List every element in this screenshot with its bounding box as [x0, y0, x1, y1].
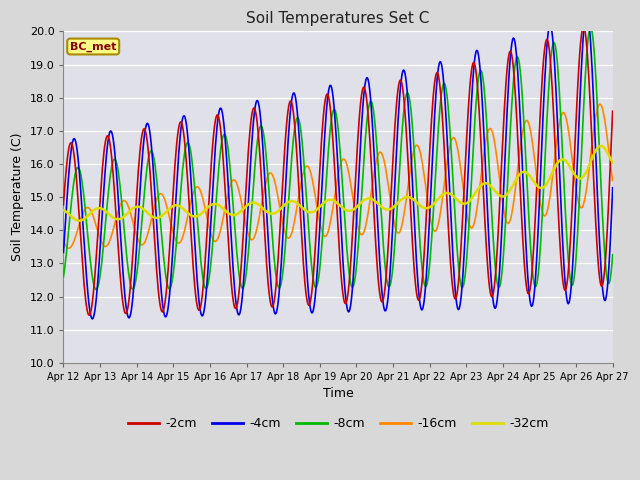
Line: -2cm: -2cm	[63, 27, 612, 315]
-2cm	[609, 108, 616, 114]
-16cm	[212, 239, 220, 244]
-8cm	[406, 96, 413, 101]
X-axis label: Time: Time	[323, 387, 353, 400]
-32cm	[76, 218, 83, 224]
-16cm	[406, 173, 413, 179]
-2cm	[70, 147, 77, 153]
-32cm	[212, 201, 220, 207]
-32cm	[406, 194, 413, 200]
-32cm	[609, 160, 616, 166]
-16cm	[609, 178, 616, 183]
-32cm	[597, 143, 605, 149]
-8cm	[212, 205, 220, 211]
Line: -32cm: -32cm	[63, 146, 612, 221]
-4cm	[127, 311, 134, 317]
-8cm	[127, 282, 134, 288]
-16cm	[596, 101, 604, 107]
-2cm	[580, 24, 588, 30]
-8cm	[92, 287, 100, 292]
Legend: -2cm, -4cm, -8cm, -16cm, -32cm: -2cm, -4cm, -8cm, -16cm, -32cm	[123, 412, 554, 435]
-2cm	[182, 160, 190, 166]
-16cm	[60, 238, 67, 244]
-32cm	[127, 207, 134, 213]
-8cm	[609, 252, 616, 258]
-4cm	[422, 284, 429, 290]
-8cm	[182, 142, 190, 147]
-4cm	[583, 9, 591, 14]
-32cm	[182, 209, 190, 215]
-4cm	[182, 121, 190, 127]
-2cm	[406, 186, 413, 192]
-8cm	[70, 182, 77, 188]
-16cm	[65, 245, 72, 251]
Line: -8cm: -8cm	[63, 27, 612, 289]
-16cm	[70, 238, 78, 243]
-2cm	[212, 117, 220, 123]
-4cm	[406, 122, 413, 128]
Text: BC_met: BC_met	[70, 41, 116, 52]
-8cm	[587, 24, 595, 30]
-16cm	[182, 219, 190, 225]
Title: Soil Temperatures Set C: Soil Temperatures Set C	[246, 11, 429, 26]
-32cm	[60, 207, 67, 213]
-16cm	[127, 211, 134, 216]
Line: -4cm: -4cm	[63, 12, 612, 319]
-2cm	[60, 202, 67, 208]
-4cm	[70, 136, 77, 142]
-4cm	[60, 250, 67, 255]
-32cm	[422, 205, 429, 211]
Y-axis label: Soil Temperature (C): Soil Temperature (C)	[11, 133, 24, 262]
-4cm	[609, 185, 616, 191]
-8cm	[60, 274, 67, 280]
-4cm	[212, 143, 220, 148]
-2cm	[422, 228, 429, 234]
-4cm	[88, 316, 96, 322]
-32cm	[70, 215, 77, 221]
-2cm	[127, 280, 134, 286]
-16cm	[422, 182, 429, 188]
-8cm	[422, 284, 429, 289]
Line: -16cm: -16cm	[63, 104, 612, 248]
-2cm	[86, 312, 93, 318]
